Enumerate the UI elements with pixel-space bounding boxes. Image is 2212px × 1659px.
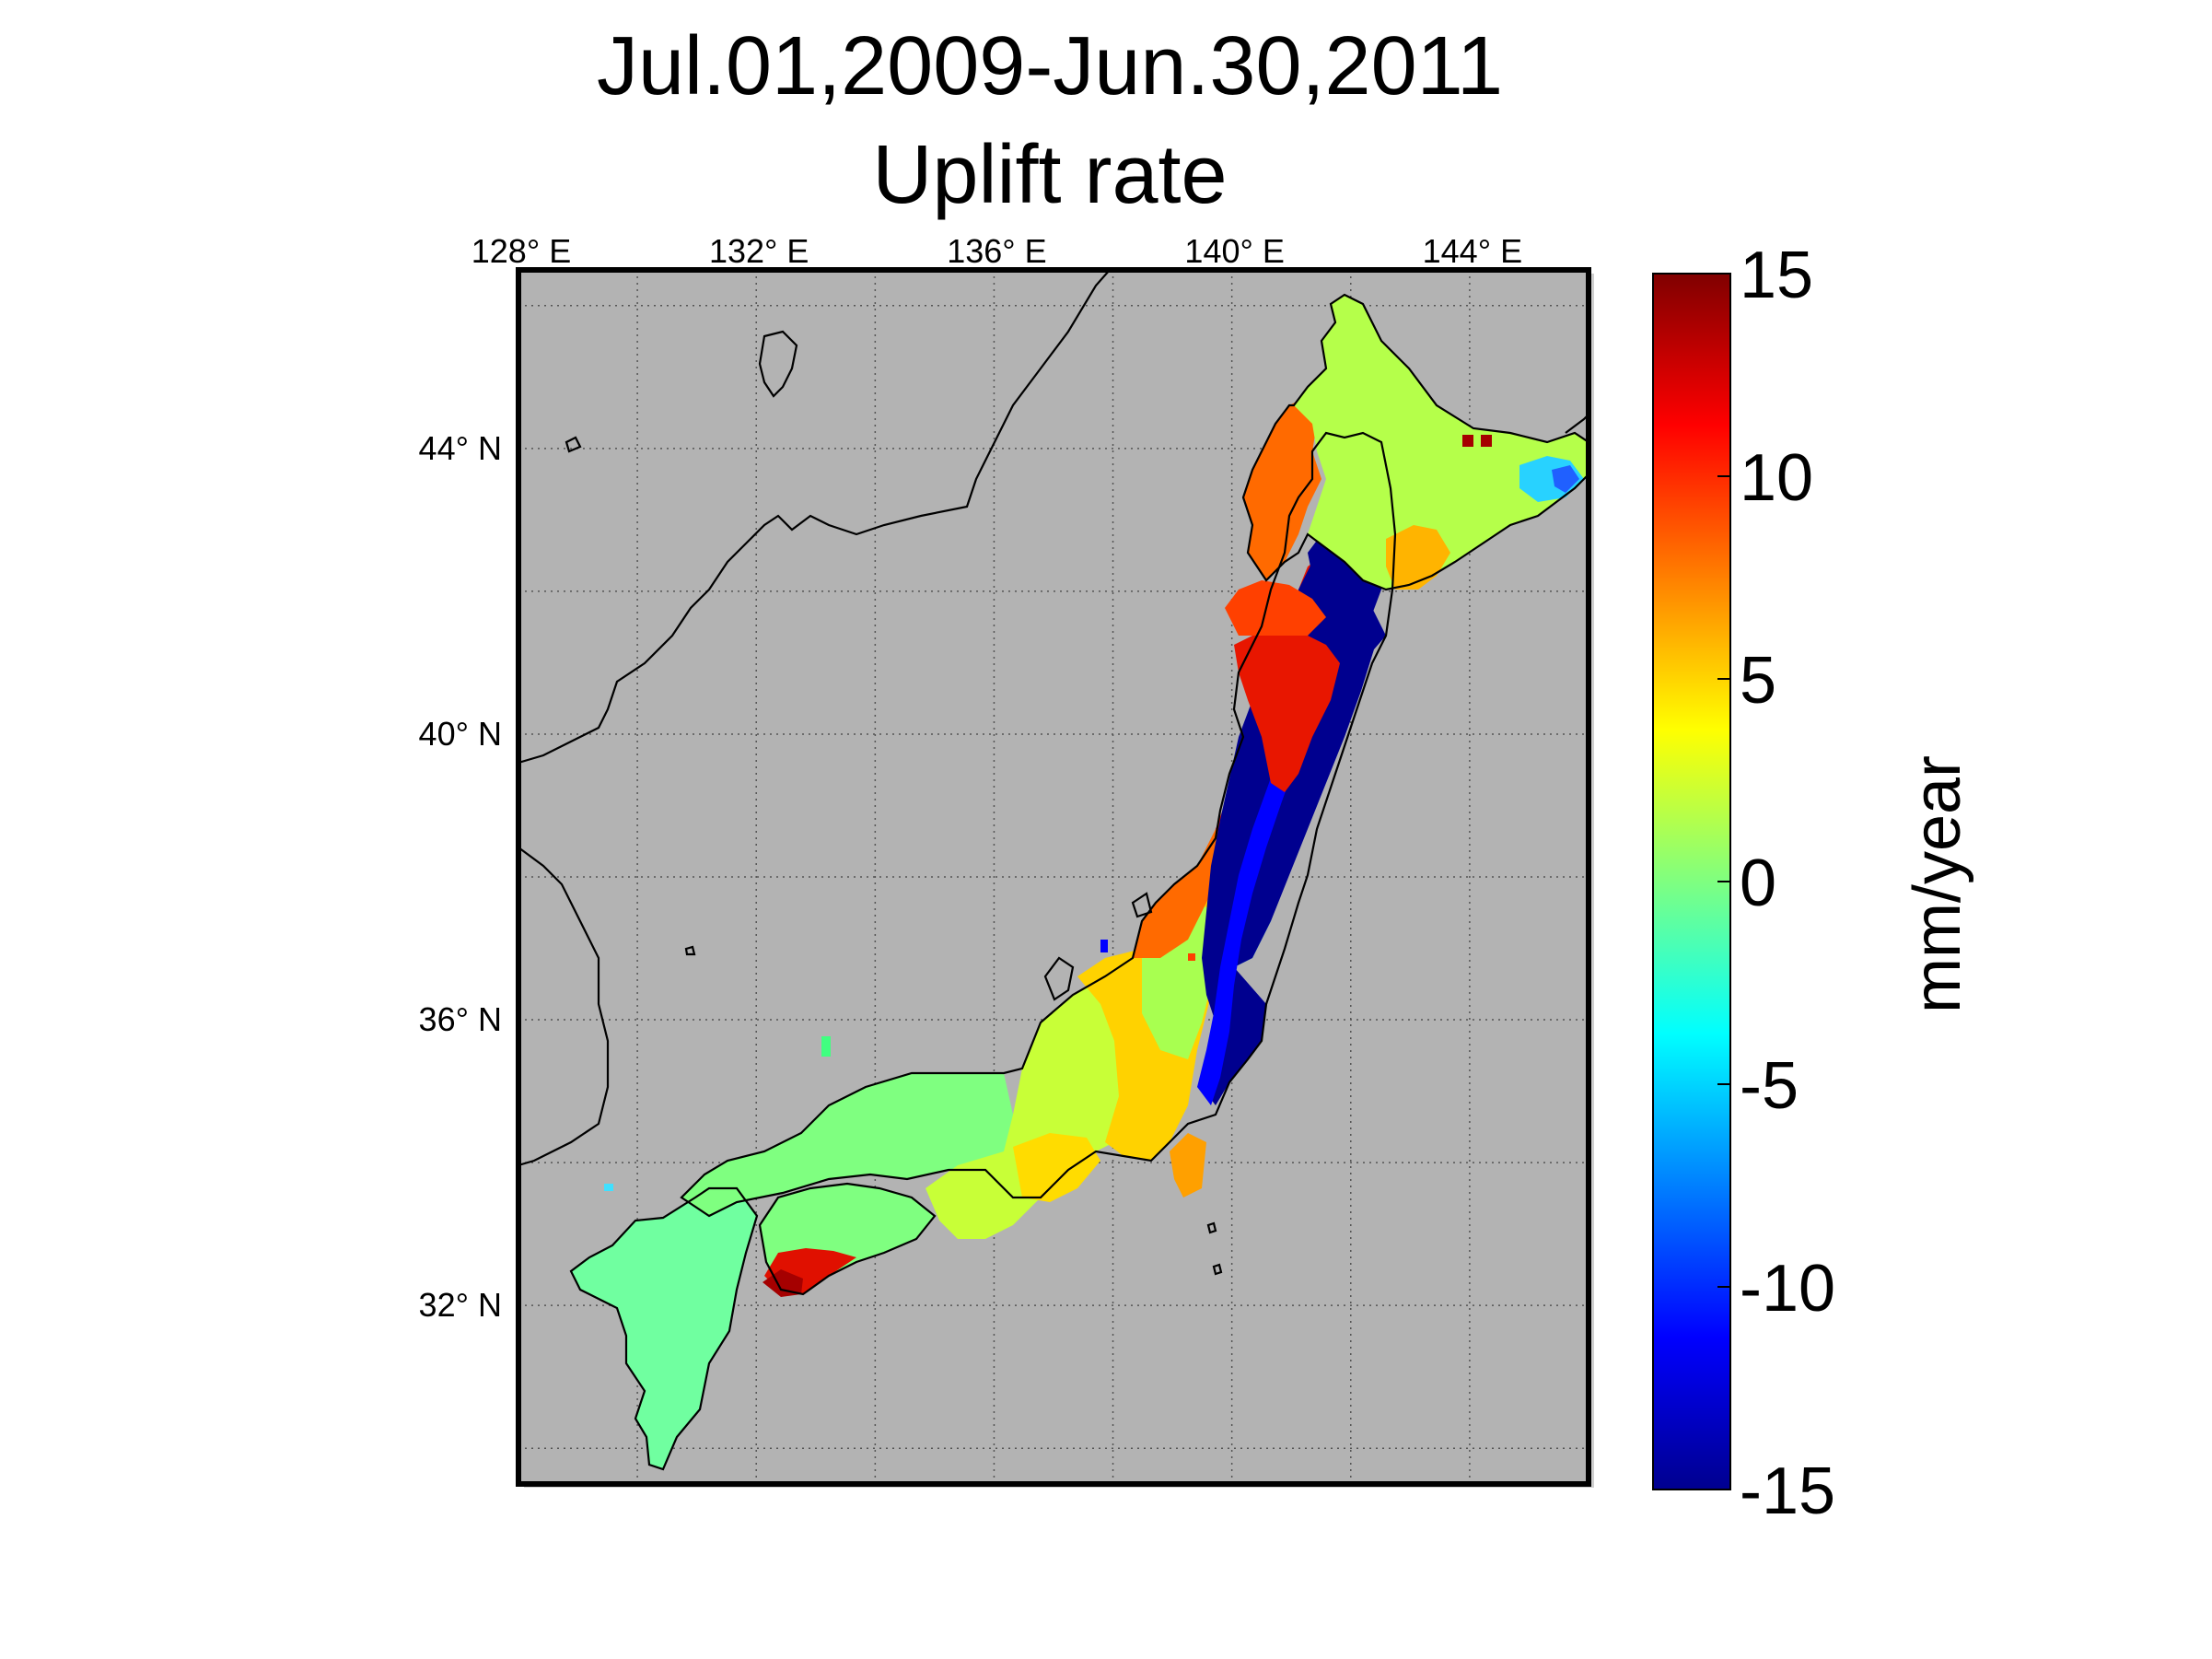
coastline-asia-mainland: [518, 270, 1111, 765]
region-shikoku-cape-tip: [763, 1269, 803, 1297]
speckle-2: [1188, 953, 1195, 961]
colorbar-tick-label: 10: [1740, 441, 1813, 515]
longitude-tick-labels: 128° E 132° E 136° E 140° E 144° E: [472, 232, 1522, 270]
region-western-honshu: [681, 1073, 1013, 1216]
coastline-kuril-island: [1565, 413, 1589, 434]
map-panel: 128° E 132° E 136° E 140° E 144° E 44° N 40° …: [419, 232, 1594, 1488]
region-izu: [1170, 1133, 1206, 1198]
speckle-4: [604, 1184, 613, 1191]
colorbar-tick-label: -5: [1740, 1049, 1799, 1123]
region-hokkaido-east-blue: [1552, 465, 1579, 493]
coastline-islet-2: [684, 945, 696, 956]
coastline-korea: [518, 847, 610, 1167]
coastline-shikoku: [758, 1182, 937, 1296]
longitude-tick-label: 128° E: [472, 232, 571, 270]
coastline-honshu: [680, 431, 1397, 1218]
coastline-kyushu: [569, 1186, 759, 1471]
region-aomori: [1225, 580, 1326, 636]
region-tohoku-pacific: [1202, 553, 1386, 1105]
longitude-tick-label: 144° E: [1423, 232, 1522, 270]
longitude-tick-label: 140° E: [1184, 232, 1284, 270]
colorbar-tick-label: 15: [1740, 239, 1813, 312]
colorbar-tick-label: 0: [1740, 847, 1776, 920]
region-northern-tohoku: [1234, 626, 1340, 792]
region-kansai: [926, 976, 1151, 1239]
coastlines: [518, 270, 1589, 1471]
region-hokkaido: [1294, 295, 1589, 590]
speckle-3: [821, 1036, 831, 1057]
coastline-sado-island: [1131, 892, 1153, 918]
speckle-1: [1100, 940, 1108, 952]
region-kyushu: [571, 1188, 757, 1469]
latitude-tick-label: 36° N: [419, 1000, 502, 1038]
colorbar-tick-label: 5: [1740, 644, 1776, 718]
map-frame: [516, 267, 1591, 1487]
coastline-islet-4: [1212, 1263, 1223, 1276]
longitude-tick-label: 136° E: [947, 232, 1046, 270]
uplift-field: [571, 295, 1589, 1469]
colorbar-ticks: 15 10 5 0 -5 -10 -15: [1717, 239, 1835, 1528]
region-hokkaido-north-red: [1462, 435, 1492, 447]
colorbar-tick-label: -15: [1740, 1455, 1835, 1528]
longitude-tick-label: 132° E: [709, 232, 809, 270]
latitude-tick-label: 32° N: [419, 1286, 502, 1324]
latitude-tick-label: 40° N: [419, 715, 502, 753]
coastline-islet-1: [565, 436, 582, 453]
map-title-line-2: Uplift rate: [872, 129, 1228, 221]
colorbar: 15 10 5 0 -5 -10 -15 mm/year: [1652, 239, 1974, 1528]
latitude-tick-labels: 44° N 40° N 36° N 32° N: [419, 429, 502, 1324]
coastline-islet-3: [1206, 1221, 1217, 1234]
region-kii-east: [1013, 1133, 1100, 1202]
latitude-tick-label: 44° N: [419, 429, 502, 467]
coastline-noto: [1043, 956, 1075, 1001]
region-hokkaido-southwest: [1243, 396, 1321, 580]
coastline-hokkaido: [1241, 293, 1589, 591]
map-title-line-1: Jul.01,2009-Jun.30,2011: [596, 20, 1504, 112]
colorbar-tick-label: -10: [1740, 1252, 1835, 1326]
colorbar-label: mm/year: [1901, 755, 1974, 1013]
coastline-sakhalin-island: [758, 330, 798, 398]
